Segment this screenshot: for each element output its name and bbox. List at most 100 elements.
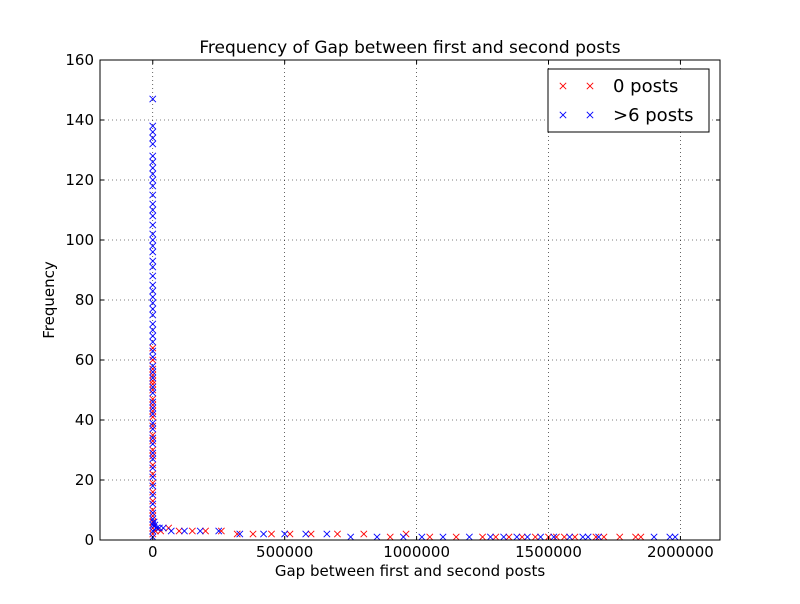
y-tick-label: 140 [65,111,94,129]
data-point [632,533,640,541]
data-point [149,347,157,355]
legend-label: 0 posts [613,76,678,97]
data-point [302,530,310,538]
x-axis-label: Gap between first and second posts [275,562,545,580]
data-point [149,281,157,289]
data-point [505,533,513,541]
data-point [153,524,161,532]
x-tick-label: 0 [148,543,158,561]
data-point [149,95,157,103]
data-point [595,533,603,541]
data-point [149,236,157,244]
data-point [149,368,157,376]
data-point [149,311,157,319]
data-point [286,530,294,538]
data-point [518,533,526,541]
data-point [149,332,157,340]
data-point [260,530,268,538]
data-point [149,431,157,439]
y-tick-label: 60 [75,351,94,369]
y-tick-label: 80 [75,291,94,309]
data-point [149,413,157,421]
data-point [149,128,157,136]
data-point [513,533,521,541]
legend-label: >6 posts [613,105,694,126]
data-point [149,470,157,478]
data-point [149,134,157,142]
data-point [347,533,355,541]
data-point [149,452,157,460]
data-point [500,533,508,541]
data-point [149,401,157,409]
x-tick-label: 1000000 [383,543,450,561]
data-point [159,524,167,532]
data-point [281,530,289,538]
data-points [149,95,679,541]
data-point [360,530,368,538]
data-point [418,533,426,541]
data-point [149,182,157,190]
data-point [149,287,157,295]
chart-title: Frequency of Gap between first and secon… [199,38,620,58]
data-point [149,140,157,148]
data-point [149,437,157,445]
data-point [452,533,460,541]
data-point [399,533,407,541]
data-point [523,533,531,541]
data-point [149,158,157,166]
legend-entry: >6 posts [559,105,694,126]
data-point [149,344,157,352]
data-point [592,533,600,541]
data-point [149,326,157,334]
data-point [149,122,157,130]
data-point [217,527,225,535]
data-point [149,479,157,487]
data-point [149,473,157,481]
data-point [180,527,188,535]
y-axis-label: Frequency [40,261,58,339]
data-point [149,164,157,172]
data-point [537,533,545,541]
data-point [188,527,196,535]
x-tick-label: 1500000 [515,543,582,561]
data-point [149,374,157,382]
data-point [233,530,241,538]
legend-marker [586,111,594,119]
data-point [149,410,157,418]
data-point [267,530,276,538]
data-point [149,320,157,328]
data-point [149,383,157,391]
data-point [149,455,157,463]
data-point [149,230,157,238]
data-point [149,212,157,220]
data-point [307,530,315,538]
data-point [560,533,568,541]
data-point [323,530,331,538]
axis-ticks: 0 500000 1000000 1500000 2000000 0 20 40 60 80 100… [65,51,720,561]
data-point [149,206,157,214]
data-point [600,533,608,541]
legend-marker [586,82,594,90]
legend-entry: 0 posts [559,76,678,97]
data-point [149,500,157,508]
data-point [666,533,674,541]
data-point [439,533,447,541]
legend-box [547,68,710,133]
data-point [550,533,558,541]
data-point [149,272,157,280]
data-point [236,530,244,538]
y-tick-label: 40 [75,411,94,429]
legend-marker [559,82,567,90]
data-point [149,377,157,385]
series-0 [149,344,645,541]
y-tick-label: 20 [75,471,94,489]
data-point [149,338,157,346]
data-point [149,461,157,469]
data-point [149,425,157,433]
data-point [149,449,157,457]
data-point [149,293,157,301]
data-point [149,362,157,370]
data-point [196,527,204,535]
data-point [373,533,381,541]
